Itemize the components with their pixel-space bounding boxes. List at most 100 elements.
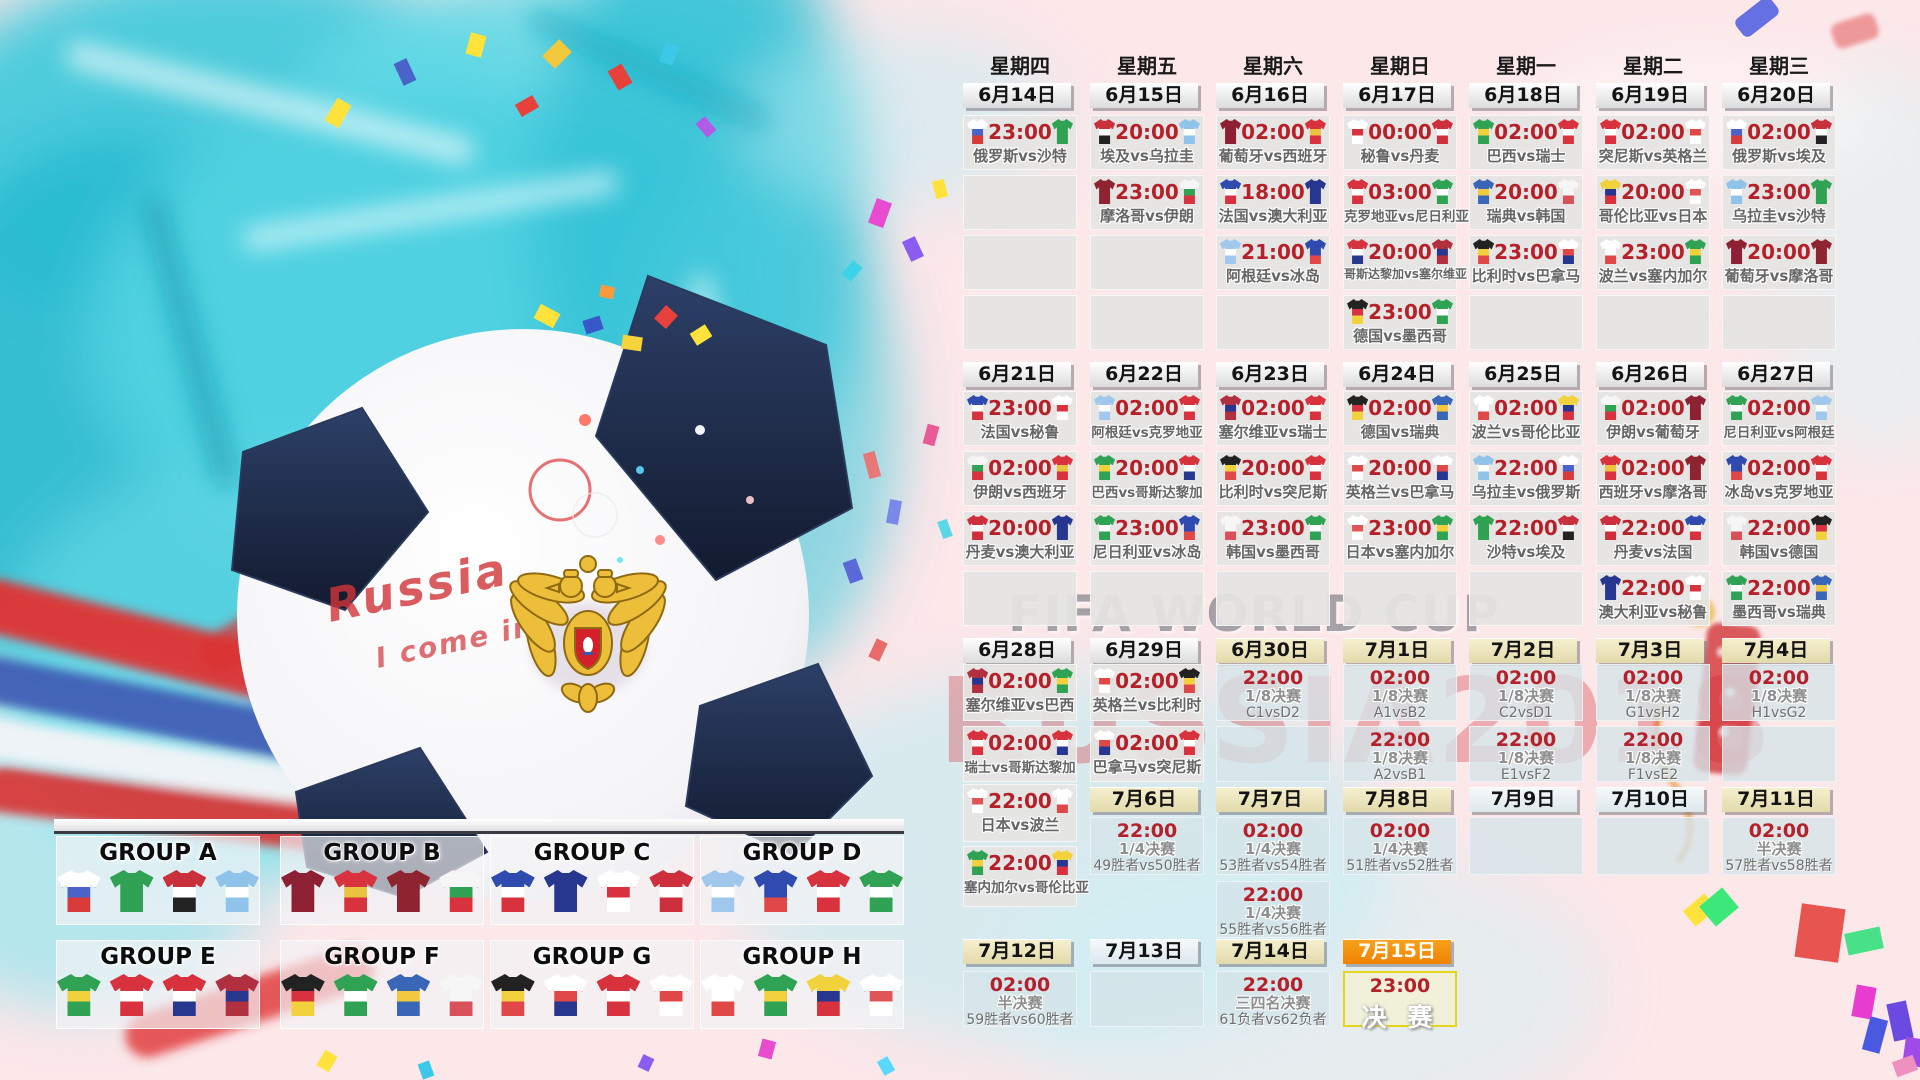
match-name: 瑞士vs哥斯达黎加 bbox=[964, 760, 1076, 776]
group-box: GROUP E bbox=[56, 940, 260, 1029]
jersey-icon bbox=[1810, 179, 1832, 204]
date-box: 6月29日 bbox=[1090, 638, 1198, 663]
match-cell: 02:00 俄罗斯vs埃及 bbox=[1722, 115, 1836, 170]
date-box: 6月25日 bbox=[1469, 362, 1577, 387]
knockout-teams: A1vsB2 bbox=[1373, 705, 1427, 721]
jersey-icon bbox=[753, 870, 798, 912]
match-name: 沙特vs埃及 bbox=[1486, 543, 1566, 561]
match-time: 22:00 bbox=[1621, 575, 1685, 600]
match-time: 20:00 bbox=[1241, 455, 1305, 480]
date-box: 7月14日 bbox=[1216, 939, 1324, 964]
jersey-icon bbox=[1600, 395, 1622, 420]
knockout-teams: 57胜者vs58胜者 bbox=[1725, 858, 1833, 874]
knockout-cell: 22:00 1/8决赛 C1vsD2 bbox=[1216, 664, 1330, 721]
group-label: GROUP E bbox=[100, 944, 216, 970]
match-name: 巴拿马vs突尼斯 bbox=[1092, 758, 1202, 776]
match-name: 德国vs墨西哥 bbox=[1353, 327, 1447, 345]
group-label: GROUP C bbox=[533, 840, 651, 866]
match-cell: 02:00 塞尔维亚vs巴西 bbox=[963, 664, 1077, 721]
match-cell: 20:00 英格兰vs巴拿马 bbox=[1343, 451, 1457, 506]
match-time: 02:00 bbox=[988, 455, 1052, 480]
jersey-icon bbox=[1094, 455, 1116, 480]
knockout-stage: 1/8决赛 bbox=[1371, 687, 1429, 705]
knockout-stage: 1/8决赛 bbox=[1371, 749, 1429, 767]
knockout-time: 22:00 bbox=[1116, 820, 1178, 842]
match-cell: 22:00 丹麦vs法国 bbox=[1596, 511, 1710, 566]
jersey-icon bbox=[596, 870, 641, 912]
final-cell: 23:00 决 赛 bbox=[1343, 971, 1457, 1032]
jersey-icon bbox=[1304, 455, 1326, 480]
jersey-icon bbox=[1684, 515, 1706, 540]
jersey-icon bbox=[1051, 455, 1073, 480]
match-name: 乌拉圭vs沙特 bbox=[1732, 207, 1826, 225]
knockout-stage: 1/4决赛 bbox=[1118, 840, 1176, 858]
jersey-icon bbox=[1220, 515, 1242, 540]
match-name: 日本vs塞内加尔 bbox=[1345, 543, 1455, 561]
jersey-icon bbox=[1094, 668, 1116, 693]
jersey-icon bbox=[1810, 239, 1832, 264]
match-name: 德国vs瑞典 bbox=[1360, 423, 1440, 441]
jersey-icon bbox=[806, 870, 851, 912]
knockout-cell: 02:00 1/8决赛 A1vsB2 bbox=[1343, 664, 1457, 721]
knockout-cell: 02:00 1/8决赛 C2vsD1 bbox=[1469, 664, 1583, 721]
match-name: 波兰vs哥伦比亚 bbox=[1471, 423, 1581, 441]
match-cell: 02:00 伊朗vs葡萄牙 bbox=[1596, 391, 1710, 446]
jersey-icon bbox=[1684, 395, 1706, 420]
match-cell: 23:00 比利时vs巴拿马 bbox=[1469, 235, 1583, 290]
knockout-teams: 55胜者vs56胜者 bbox=[1219, 922, 1327, 938]
jersey-icon bbox=[1178, 515, 1200, 540]
match-name: 乌拉圭vs俄罗斯 bbox=[1471, 483, 1581, 501]
jersey-icon bbox=[1304, 395, 1326, 420]
empty-cell bbox=[963, 235, 1077, 290]
jersey-icon bbox=[1726, 455, 1748, 480]
jersey-icon bbox=[1473, 515, 1495, 540]
match-name: 秘鲁vs丹麦 bbox=[1360, 147, 1440, 165]
date-box: 6月16日 bbox=[1216, 83, 1324, 108]
knockout-time: 02:00 bbox=[1748, 820, 1810, 842]
knockout-teams: F1vsE2 bbox=[1627, 767, 1679, 783]
knockout-stage: 1/8决赛 bbox=[1750, 687, 1808, 705]
confetti bbox=[316, 32, 1920, 1080]
jersey-icon bbox=[1557, 119, 1579, 144]
match-cell: 02:00 葡萄牙vs西班牙 bbox=[1216, 115, 1330, 170]
knockout-time: 02:00 bbox=[1495, 667, 1557, 689]
jersey-icon bbox=[701, 974, 745, 1016]
match-cell: 22:00 塞内加尔vs哥伦比亚 bbox=[963, 846, 1089, 907]
weekday-label: 星期四 bbox=[990, 54, 1050, 78]
match-time: 02:00 bbox=[1494, 119, 1558, 144]
match-name: 英格兰vs比利时 bbox=[1092, 696, 1202, 714]
match-cell: 22:00 乌拉圭vs俄罗斯 bbox=[1469, 451, 1583, 506]
empty-cell bbox=[1469, 817, 1583, 875]
knockout-stage: 1/8决赛 bbox=[1497, 749, 1555, 767]
match-time: 02:00 bbox=[1621, 395, 1685, 420]
jersey-icon bbox=[1726, 119, 1748, 144]
jersey-icon bbox=[1178, 455, 1200, 480]
knockout-teams: 51胜者vs52胜者 bbox=[1346, 858, 1454, 874]
match-cell: 02:00 英格兰vs比利时 bbox=[1090, 664, 1204, 721]
jersey-icon bbox=[1600, 575, 1622, 600]
match-name: 伊朗vs西班牙 bbox=[973, 483, 1067, 501]
jersey-icon bbox=[1684, 239, 1706, 264]
jersey-icon bbox=[1220, 239, 1242, 264]
match-cell: 23:00 俄罗斯vs沙特 bbox=[963, 115, 1077, 170]
knockout-stage: 三四名决赛 bbox=[1235, 994, 1311, 1012]
match-time: 02:00 bbox=[1115, 395, 1179, 420]
group-box: GROUP C bbox=[490, 836, 694, 925]
knockout-time: 02:00 bbox=[1242, 820, 1304, 842]
jersey-icon bbox=[162, 974, 207, 1016]
knockout-teams: E1vsF2 bbox=[1500, 767, 1552, 783]
weekday-label: 星期一 bbox=[1496, 54, 1556, 78]
jersey-icon bbox=[1600, 455, 1622, 480]
knockout-time: 22:00 bbox=[1622, 729, 1684, 751]
jersey-icon bbox=[281, 974, 325, 1016]
jersey-icon bbox=[1347, 299, 1369, 324]
date-box: 6月17日 bbox=[1343, 83, 1451, 108]
empty-cell bbox=[1090, 971, 1204, 1027]
match-time: 23:00 bbox=[988, 119, 1052, 144]
match-cell: 23:00 乌拉圭vs沙特 bbox=[1722, 175, 1836, 230]
match-name: 俄罗斯vs沙特 bbox=[973, 147, 1067, 165]
jersey-icon bbox=[967, 395, 989, 420]
knockout-stage: 1/4决赛 bbox=[1244, 904, 1302, 922]
match-cell: 21:00 阿根廷vs冰岛 bbox=[1216, 235, 1330, 290]
jersey-icon bbox=[215, 870, 259, 912]
